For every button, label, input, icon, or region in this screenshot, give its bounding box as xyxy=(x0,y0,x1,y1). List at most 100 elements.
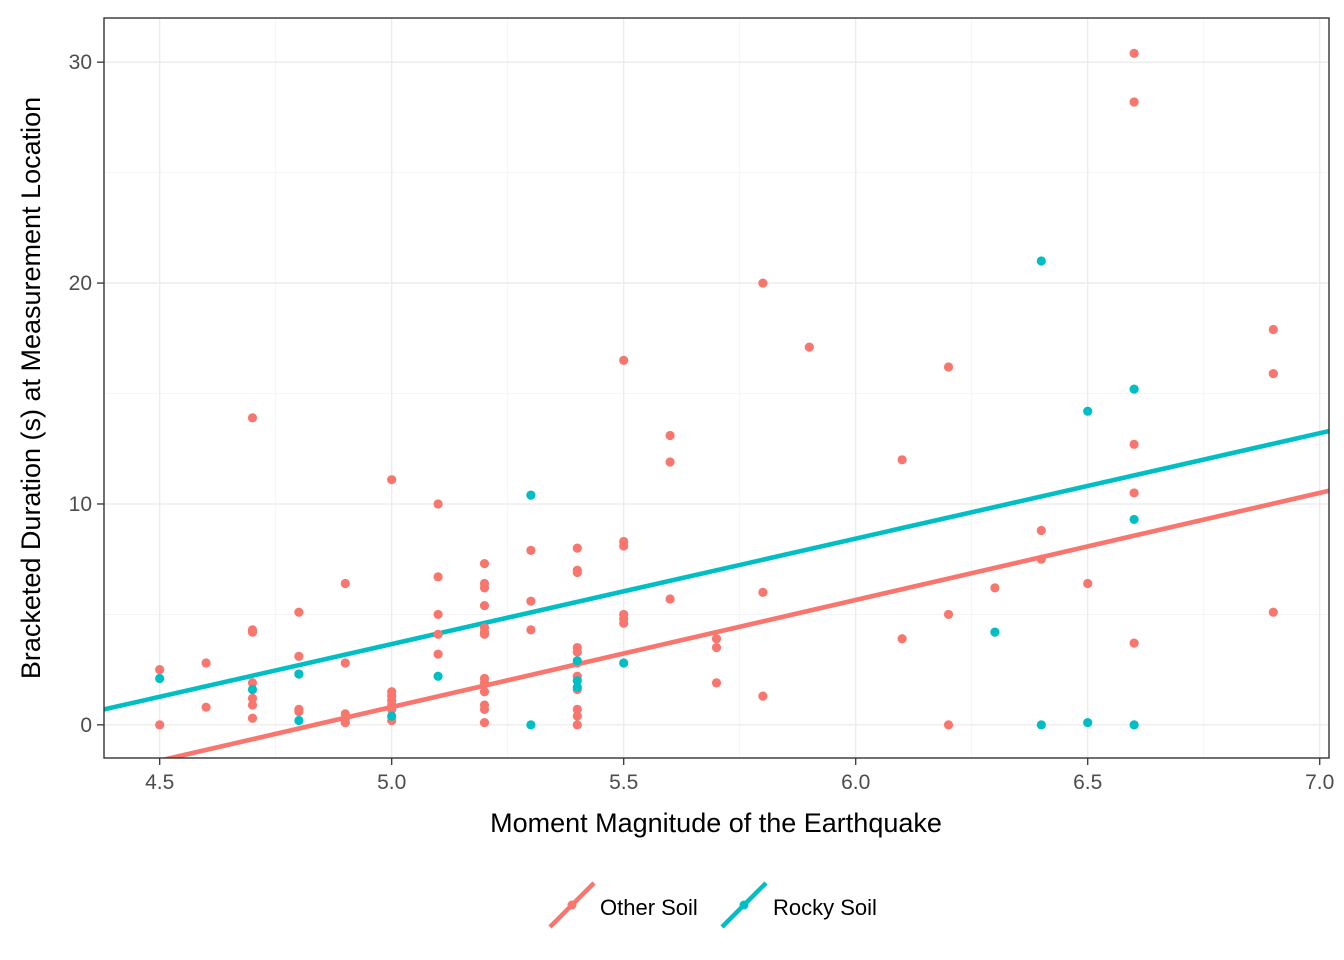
point-other-soil xyxy=(247,678,258,688)
point-other-soil xyxy=(1268,324,1278,335)
y-axis-title: Bracketed Duration (s) at Measurement Lo… xyxy=(16,97,46,679)
point-other-soil xyxy=(294,651,304,661)
point-other-soil xyxy=(294,607,304,617)
x-tick-label: 7.0 xyxy=(1305,771,1334,794)
point-other-soil xyxy=(758,691,768,701)
point-rocky-soil xyxy=(433,671,443,681)
fit-lines xyxy=(104,428,1329,758)
point-other-soil xyxy=(1129,97,1139,107)
point-other-soil xyxy=(990,583,1000,593)
point-other-soil xyxy=(294,707,304,717)
x-tick-label: 6.0 xyxy=(841,771,870,794)
point-other-soil xyxy=(758,278,768,288)
point-other-soil xyxy=(526,596,536,606)
x-tick-label: 6.5 xyxy=(1073,771,1102,794)
point-other-soil xyxy=(711,678,722,688)
point-other-soil xyxy=(943,720,954,730)
x-axis-title: Moment Magnitude of the Earthquake xyxy=(490,808,942,838)
point-other-soil xyxy=(619,618,629,628)
x-tick-label: 5.5 xyxy=(609,771,638,794)
point-rocky-soil xyxy=(619,658,629,668)
point-rocky-soil xyxy=(1083,718,1093,728)
legend: Other Soil Rocky Soil xyxy=(548,881,877,929)
point-rocky-soil xyxy=(1129,720,1139,730)
point-other-soil xyxy=(572,711,582,721)
legend-dot-rocky-soil xyxy=(739,900,749,910)
point-other-soil xyxy=(1129,439,1139,449)
axis-ticks xyxy=(97,61,1321,765)
point-other-soil xyxy=(665,430,675,441)
point-rocky-soil xyxy=(1129,514,1139,525)
point-rocky-soil xyxy=(1129,384,1139,394)
point-other-soil xyxy=(1268,607,1278,617)
point-other-soil xyxy=(479,629,490,639)
point-other-soil xyxy=(619,541,629,551)
point-rocky-soil xyxy=(1083,406,1093,416)
point-other-soil xyxy=(665,457,675,467)
point-other-soil xyxy=(247,627,258,637)
point-other-soil xyxy=(433,499,443,509)
legend-dot-other-soil xyxy=(567,900,577,910)
point-other-soil xyxy=(1129,48,1139,58)
point-other-soil xyxy=(433,609,443,620)
point-other-soil xyxy=(572,543,582,553)
legend-item-rocky-soil: Rocky Soil xyxy=(720,881,877,929)
point-other-soil xyxy=(1036,525,1046,536)
point-other-soil xyxy=(526,545,536,555)
point-other-soil xyxy=(201,702,211,712)
point-rocky-soil xyxy=(1036,720,1046,730)
legend-label-other-soil: Other Soil xyxy=(600,895,698,920)
data-points xyxy=(155,48,1278,730)
point-other-soil xyxy=(572,647,582,657)
point-other-soil xyxy=(526,625,536,635)
point-other-soil xyxy=(943,362,954,372)
point-other-soil xyxy=(155,665,165,675)
point-rocky-soil xyxy=(247,684,258,695)
point-other-soil xyxy=(665,594,675,604)
point-other-soil xyxy=(1036,554,1046,564)
legend-label-rocky-soil: Rocky Soil xyxy=(773,895,877,920)
y-tick-label: 20 xyxy=(69,272,92,295)
point-other-soil xyxy=(387,475,397,485)
grid xyxy=(104,18,1329,758)
point-other-soil xyxy=(479,678,490,688)
point-rocky-soil xyxy=(572,676,582,686)
point-other-soil xyxy=(247,713,258,723)
point-other-soil xyxy=(247,700,258,710)
point-other-soil xyxy=(433,629,443,639)
point-other-soil xyxy=(340,718,350,728)
fit-line-rocky-soil xyxy=(104,428,1329,712)
y-tick-label: 30 xyxy=(69,51,92,74)
point-rocky-soil xyxy=(526,490,536,500)
point-other-soil xyxy=(1268,369,1278,379)
point-other-soil xyxy=(433,649,443,659)
point-other-soil xyxy=(1083,578,1093,589)
point-rocky-soil xyxy=(294,715,304,726)
point-rocky-soil xyxy=(572,682,582,692)
point-other-soil xyxy=(572,567,582,578)
point-rocky-soil xyxy=(526,720,536,730)
x-tick-label: 4.5 xyxy=(145,771,174,794)
point-other-soil xyxy=(479,559,490,569)
point-other-soil xyxy=(340,578,350,589)
point-other-soil xyxy=(340,658,350,668)
point-other-soil xyxy=(1129,488,1139,498)
point-other-soil xyxy=(572,720,582,730)
point-other-soil xyxy=(479,687,490,697)
point-other-soil xyxy=(897,634,907,644)
point-other-soil xyxy=(433,572,443,582)
point-rocky-soil xyxy=(990,627,1000,637)
point-other-soil xyxy=(155,720,165,730)
point-other-soil xyxy=(711,642,722,653)
point-other-soil xyxy=(572,704,582,715)
point-other-soil xyxy=(479,718,490,728)
point-other-soil xyxy=(387,704,397,715)
plot-border xyxy=(103,17,1330,759)
y-tick-label: 10 xyxy=(69,493,92,516)
point-rocky-soil xyxy=(294,669,304,679)
point-rocky-soil xyxy=(387,711,397,721)
point-other-soil xyxy=(479,600,490,611)
tick-labels: 4.5 5.0 5.5 6.0 6.5 7.0 0 10 20 30 xyxy=(69,51,1335,794)
point-other-soil xyxy=(619,355,629,365)
